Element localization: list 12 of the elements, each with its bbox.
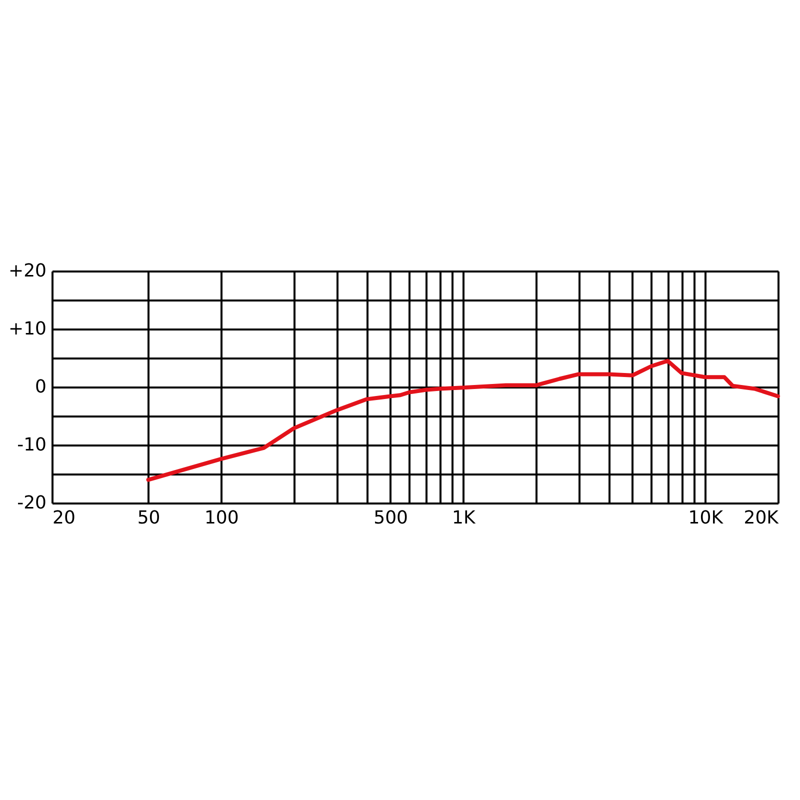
y-tick-label: +20: [8, 260, 46, 282]
y-tick-label: 0: [35, 376, 46, 398]
x-tick-label: 10K: [688, 508, 724, 528]
x-tick-label: 20: [52, 508, 76, 528]
x-tick-label: 100: [204, 508, 239, 528]
y-tick-label: -20: [17, 492, 46, 514]
x-tick-label: 20K: [744, 508, 780, 528]
x-tick-label: 500: [374, 508, 408, 528]
x-tick-label: 1K: [452, 508, 476, 528]
x-tick-label: 50: [137, 508, 160, 528]
y-tick-label: +10: [8, 318, 46, 340]
y-tick-label: -10: [17, 434, 46, 456]
